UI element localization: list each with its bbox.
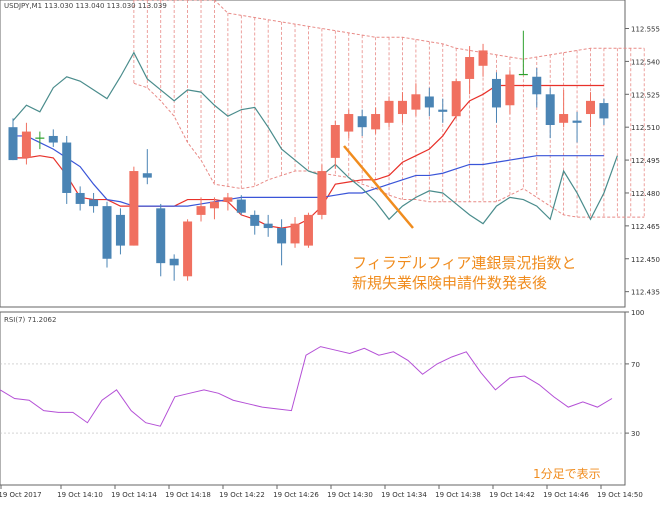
candle-body [62, 142, 72, 193]
candle-body [411, 94, 421, 110]
timeframe-note: 1分足で表示 [533, 467, 601, 481]
price-tick-label: 112.450 [631, 256, 660, 264]
time-tick-label: 19 Oct 14:42 [489, 491, 535, 499]
candle-body [169, 258, 179, 266]
candle-body [209, 201, 219, 209]
main-price-panel: 112.435 112.450 112.465 112.480 112.495 112.5… [0, 0, 660, 308]
candle-body [585, 100, 595, 115]
time-tick-label: 19 Oct 14:50 [597, 491, 643, 499]
candle-body [236, 199, 246, 213]
candle-body [505, 74, 515, 106]
time-tick-label: 19 Oct 2017 [0, 491, 42, 499]
candle-body [75, 192, 85, 204]
candle-body [156, 208, 166, 264]
time-tick-label: 19 Oct 14:10 [57, 491, 103, 499]
candle-body [572, 120, 582, 123]
price-tick-label: 112.435 [631, 289, 660, 297]
price-tick-label: 112.465 [631, 223, 660, 231]
cloud-lower-boundary [133, 82, 645, 218]
rsi-line-group [0, 346, 613, 427]
rsi-axis: 30 70 100 [625, 309, 644, 438]
time-tick-label: 19 Oct 14:14 [111, 491, 157, 499]
annotation-arrow [343, 145, 414, 229]
time-tick-label: 19 Oct 14:34 [381, 491, 427, 499]
candle-body [129, 171, 139, 246]
rsi-tick-label: 100 [631, 309, 644, 317]
time-tick-label: 19 Oct 14:18 [165, 491, 211, 499]
time-tick-label: 19 Oct 14:38 [435, 491, 481, 499]
price-tick-label: 112.555 [631, 26, 660, 34]
time-tick-label: 19 Oct 14:46 [543, 491, 589, 499]
candle-body [599, 103, 609, 119]
price-tick-label: 112.480 [631, 190, 660, 198]
symbol-header: USDJPY,M1 113.030 113.040 113.030 113.03… [4, 2, 167, 10]
candle-body [89, 199, 99, 207]
annotation-line-1: フィラデルフィア連銀景況指数と [352, 254, 576, 272]
candle-body [196, 206, 206, 215]
candle-body [559, 114, 569, 123]
candle-body [277, 228, 287, 244]
price-tick-label: 112.525 [631, 91, 660, 99]
candle-body [183, 221, 193, 277]
rsi-tick-label: 30 [631, 430, 640, 438]
annotation-line-2: 新規失業保険申請件数発表後 [352, 274, 547, 292]
candle-body [223, 197, 233, 202]
rsi-header: RSI(7) 71.2062 [4, 316, 56, 324]
price-tick-label: 112.495 [631, 157, 660, 165]
price-tick-label: 112.510 [631, 124, 660, 132]
candle-body [451, 81, 461, 117]
candle-body [545, 94, 555, 125]
candle-body [142, 173, 152, 178]
candle-body [357, 116, 367, 128]
time-tick-label: 19 Oct 14:26 [273, 491, 319, 499]
candle-body [21, 131, 31, 158]
candle-body [465, 57, 475, 79]
candle-body [317, 171, 327, 215]
candle-body [303, 214, 313, 246]
candle-body [532, 76, 542, 95]
candle-body [397, 100, 407, 115]
rsi-panel-frame [0, 311, 626, 486]
indicator-line-blue [13, 135, 604, 207]
indicator-line-teal [12, 51, 618, 225]
rsi-levels [0, 363, 625, 434]
price-axis: 112.435 112.450 112.465 112.480 112.495 112.5… [625, 26, 660, 297]
time-tick-label: 19 Oct 14:30 [327, 491, 373, 499]
rsi-panel: 30 70 100 RSI(7) 71.2062 1分足で表示 [0, 309, 644, 486]
candle-body [344, 114, 354, 132]
candle-body [330, 124, 340, 158]
rsi-tick-label: 70 [631, 361, 640, 369]
candle-body [115, 214, 125, 246]
cloud-upper-boundary [133, 0, 645, 60]
candle-body [384, 100, 394, 123]
candle-body [102, 206, 112, 259]
candle-body [48, 135, 58, 143]
ichimoku-cloud [133, 0, 645, 218]
candle-body [290, 223, 300, 244]
rsi-line [0, 346, 613, 427]
candlesticks [8, 30, 609, 281]
price-tick-label: 112.540 [631, 58, 660, 66]
candle-body [424, 96, 434, 108]
time-tick-label: 19 Oct 14:22 [219, 491, 265, 499]
candle-body [438, 109, 448, 112]
candle-body [478, 50, 488, 66]
candle-body [8, 127, 18, 161]
candle-body [263, 223, 273, 229]
candle-body [371, 114, 381, 130]
candle-body [250, 214, 260, 226]
time-axis: 19 Oct 2017 19 Oct 14:10 19 Oct 14:14 19 Oc… [0, 485, 643, 499]
candle-body [491, 78, 501, 108]
